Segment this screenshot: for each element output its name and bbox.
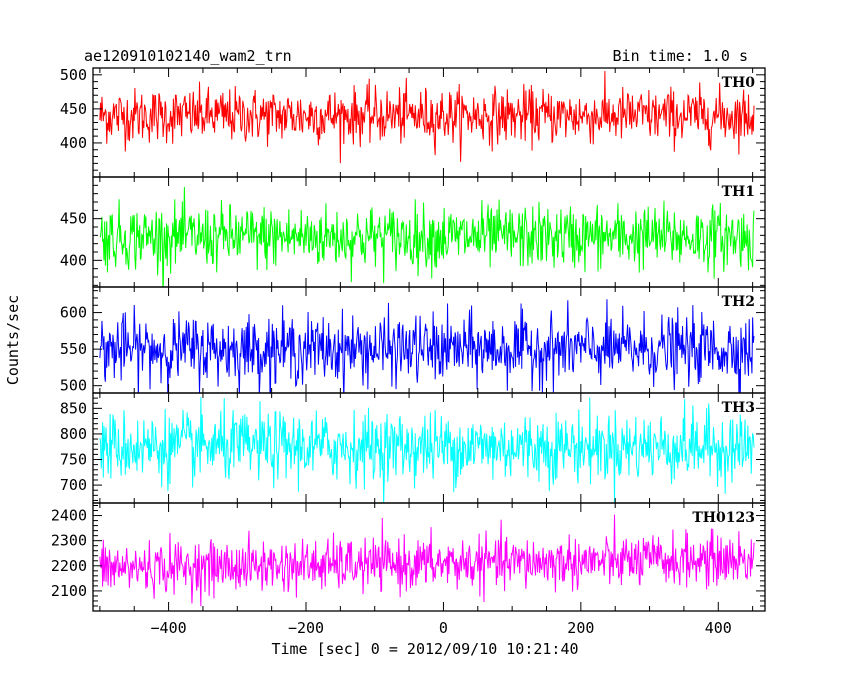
y-tick-label: 400 — [60, 251, 87, 269]
x-tick-label: −400 — [151, 619, 187, 637]
y-tick-label: 2300 — [51, 532, 87, 550]
x-tick-label: 400 — [705, 619, 732, 637]
y-tick-label: 600 — [60, 304, 87, 322]
y-tick-label: 2200 — [51, 557, 87, 575]
series-line-th0 — [99, 71, 755, 164]
y-tick-label: 800 — [60, 425, 87, 443]
panel-label-th1: TH1 — [722, 184, 755, 200]
panel-th1: 400 450 TH1 — [60, 176, 766, 288]
x-axis-title: Time [sec] 0 = 2012/09/10 10:21:40 — [271, 640, 578, 658]
panel-th0123: 2100 2200 2300 2400 TH0123 — [51, 502, 766, 612]
series-line-th2 — [99, 299, 755, 393]
y-tick-label: 2100 — [51, 582, 87, 600]
y-tick-label: 400 — [60, 134, 87, 152]
y-tick-label: 450 — [60, 210, 87, 228]
y-tick-label: 750 — [60, 451, 87, 469]
y-tick-label: 500 — [60, 377, 87, 395]
x-tick-label: 200 — [567, 619, 594, 637]
y-tick-label: 500 — [60, 66, 87, 84]
panel-label-th2: TH2 — [722, 294, 755, 310]
x-tick-label: −200 — [288, 619, 324, 637]
x-tick-label: 0 — [439, 619, 448, 637]
x-axis: −400 −200 0 200 400 — [151, 619, 732, 637]
panel-th3: 700 750 800 850 TH3 — [60, 392, 766, 504]
y-tick-label: 850 — [60, 399, 87, 417]
y-tick-label: 450 — [60, 100, 87, 118]
y-tick-label: 550 — [60, 340, 87, 358]
panel-label-th0123: TH0123 — [692, 510, 755, 526]
panel-th0: 400 450 500 TH0 — [60, 66, 766, 178]
chart-title: ae120910102140_wam2_trn — [84, 47, 292, 65]
series-line-th3 — [99, 397, 755, 503]
panel-label-th3: TH3 — [722, 400, 755, 416]
bin-time-label: Bin time: 1.0 s — [613, 47, 748, 65]
panel-frame — [92, 502, 766, 612]
series-line-th1 — [99, 187, 755, 287]
y-tick-label: 700 — [60, 476, 87, 494]
panel-label-th0: TH0 — [722, 75, 756, 91]
y-tick-label: 2400 — [51, 507, 87, 525]
panels-group: 400 450 500 TH0 400 450 TH1 500 550 600 TH2 700 750 8… — [51, 66, 766, 612]
series-line-th0123 — [99, 514, 755, 607]
y-axis-title: Counts/sec — [4, 295, 22, 385]
